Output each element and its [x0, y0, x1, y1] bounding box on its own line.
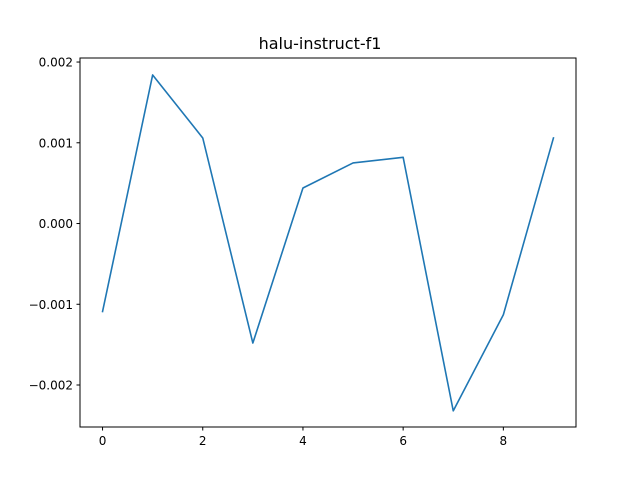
y-axis-ticks: −0.002 −0.001 0.000 0.001 0.002: [29, 56, 80, 393]
x-tick-label: 2: [199, 434, 207, 448]
x-tick-label: 6: [399, 434, 407, 448]
x-axis-ticks: 0 2 4 6 8: [99, 427, 507, 448]
x-tick-label: 4: [299, 434, 307, 448]
x-tick-label: 8: [500, 434, 508, 448]
y-tick-label: 0.000: [39, 217, 73, 231]
y-tick-label: −0.001: [29, 298, 73, 312]
series-line-0: [101, 74, 555, 412]
chart-title: halu-instruct-f1: [259, 34, 382, 53]
x-tick-label: 0: [99, 434, 107, 448]
y-tick-label: 0.001: [39, 136, 73, 150]
series-layer: [101, 74, 555, 412]
y-tick-label: 0.002: [39, 56, 73, 70]
y-tick-label: −0.002: [29, 379, 73, 393]
plot-area-frame: [79, 57, 577, 428]
